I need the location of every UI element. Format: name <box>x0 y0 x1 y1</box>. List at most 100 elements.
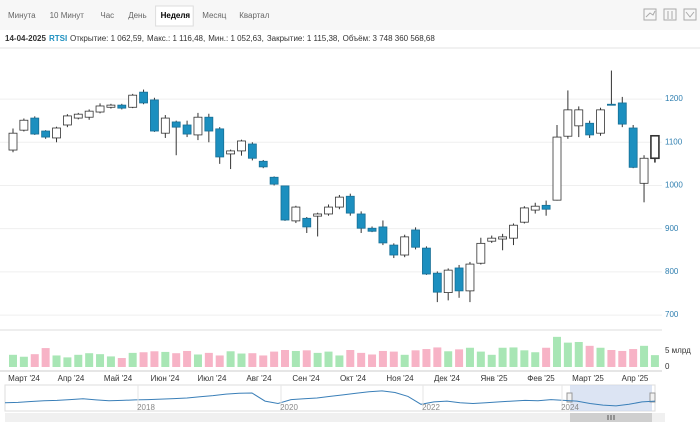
candle-body <box>237 140 246 152</box>
x-tick-label: Март '25 <box>572 374 604 383</box>
volume-bar <box>270 351 279 367</box>
candle-body <box>552 136 562 201</box>
info-item: Объём: 3 748 360 568,68 <box>343 34 436 43</box>
volume-bar <box>313 352 322 367</box>
volume-bar <box>139 352 148 367</box>
x-tick-label: Май '24 <box>104 374 133 383</box>
info-item: Мин.: 1 052,63, <box>208 34 264 43</box>
navigator-year: 2018 <box>137 403 155 412</box>
candle-body <box>215 128 225 158</box>
icon-line[interactable] <box>643 8 657 21</box>
x-tick-label: Окт '24 <box>340 374 367 383</box>
volume-bar <box>509 347 518 367</box>
volume-bar <box>281 350 289 367</box>
candle-body <box>52 127 61 139</box>
volume-bar <box>563 342 572 367</box>
candle-body <box>324 206 333 215</box>
info-item: Открытие: 1 062,59, <box>70 34 144 43</box>
volume-bar <box>400 354 409 367</box>
volume-bar <box>368 354 377 367</box>
candle-body <box>607 103 616 106</box>
volume-bar <box>85 353 94 367</box>
navigator-handle[interactable] <box>566 392 573 403</box>
candle-body <box>411 229 420 248</box>
x-tick-label: Дек '24 <box>434 374 461 383</box>
info-item: Макс.: 1 116,48, <box>147 34 205 43</box>
candle-body <box>193 116 203 136</box>
volume-tick-label: 5 млрд <box>665 346 691 355</box>
y-tick-label: 800 <box>665 267 679 276</box>
candle-body <box>313 213 323 217</box>
volume-bar <box>204 352 213 367</box>
candle-body <box>400 236 410 256</box>
candle-body <box>73 113 83 119</box>
tab[interactable]: 10 Минут <box>50 11 85 20</box>
volume-bar <box>150 351 159 367</box>
navigator-selection[interactable] <box>570 385 652 411</box>
candle-body <box>585 122 595 136</box>
volume-bar <box>357 352 366 367</box>
tab[interactable]: Час <box>100 11 114 20</box>
tab[interactable]: Минута <box>8 11 36 20</box>
tab[interactable]: Квартал <box>239 11 270 20</box>
volume-bar <box>291 350 300 367</box>
volume-bar <box>596 347 605 367</box>
candle-body <box>465 263 475 292</box>
tab[interactable]: День <box>128 11 146 20</box>
candle-body <box>182 124 192 135</box>
volume-bar <box>52 355 61 367</box>
candle-body <box>84 110 94 118</box>
navigator-handle[interactable] <box>649 392 656 403</box>
volume-bar <box>487 354 496 367</box>
candle-body <box>291 206 301 222</box>
candle-body <box>334 196 344 208</box>
volume-bar <box>618 350 627 367</box>
volume-bar <box>63 357 72 367</box>
toolbar <box>0 0 700 30</box>
candle-body <box>8 132 18 151</box>
candle-body <box>432 272 442 293</box>
volume-bar <box>476 351 485 367</box>
volume-bar <box>237 353 246 367</box>
candle-body <box>378 226 388 244</box>
icon-candle[interactable] <box>663 8 677 21</box>
candle-body <box>454 267 464 292</box>
y-tick-label: 1200 <box>665 94 683 103</box>
tab[interactable]: Месяц <box>202 11 227 20</box>
y-tick-label: 900 <box>665 224 679 233</box>
candle-body <box>95 105 105 113</box>
candle-body <box>509 224 518 239</box>
volume-bar <box>542 347 551 367</box>
volume-bar <box>324 351 333 367</box>
volume-bar <box>411 350 420 367</box>
icon-bars[interactable] <box>683 8 697 21</box>
volume-bar <box>433 347 442 367</box>
volume-bar <box>96 354 105 367</box>
candle-body <box>128 94 138 108</box>
volume-bar <box>19 356 28 367</box>
tabs: Минута 10 Минут Час День Неделя Месяц Квартал <box>8 5 270 27</box>
x-tick-label: Июн '24 <box>151 374 180 383</box>
volume-bar <box>378 350 387 367</box>
candle-body <box>541 204 551 210</box>
toolbar-icons[interactable] <box>643 8 697 21</box>
x-tick-label: Сен '24 <box>292 374 320 383</box>
volume-bar <box>226 351 235 367</box>
candle-body <box>117 104 127 109</box>
candle-body <box>19 119 29 131</box>
volume-bar <box>183 350 192 367</box>
candle-body <box>563 109 573 137</box>
info-line: Открытие: 1 062,59, Макс.: 1 116,48, Мин.:… <box>70 34 435 43</box>
candle-body <box>171 121 181 128</box>
candle-body <box>650 134 660 160</box>
candle-body <box>139 91 148 104</box>
volume-bar <box>193 354 202 367</box>
volume-bar <box>422 349 431 367</box>
scrollbar[interactable] <box>5 413 665 422</box>
volume-bar <box>553 336 561 367</box>
tab-active-bg <box>155 5 194 27</box>
volume-bar <box>346 350 355 367</box>
volume-bar <box>128 352 137 367</box>
tab[interactable]: Неделя <box>161 11 191 20</box>
